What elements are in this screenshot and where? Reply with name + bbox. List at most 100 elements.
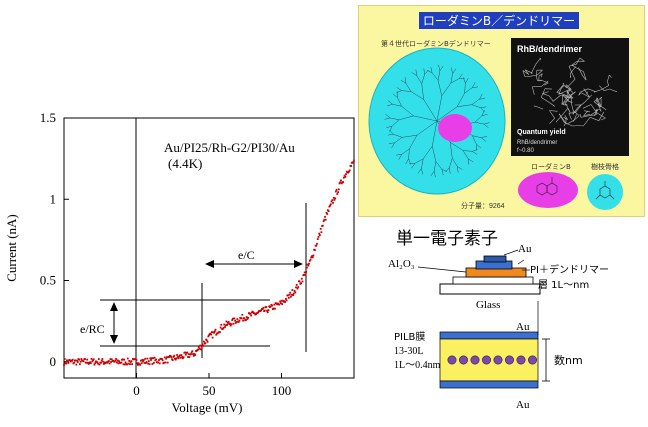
upper-au-electrode xyxy=(440,332,538,339)
data-point xyxy=(200,349,202,351)
pilb-label: PILB膜 xyxy=(394,331,425,343)
data-point xyxy=(202,345,204,347)
data-point xyxy=(75,364,77,366)
data-point xyxy=(241,314,243,316)
data-point xyxy=(165,362,167,364)
data-point xyxy=(289,294,291,296)
data-point xyxy=(337,191,339,193)
data-point xyxy=(108,360,110,362)
data-point xyxy=(159,363,161,365)
data-point xyxy=(205,342,207,344)
data-point xyxy=(353,160,355,162)
data-point xyxy=(146,361,148,363)
data-point xyxy=(224,326,226,328)
data-point xyxy=(99,364,101,366)
data-point xyxy=(154,357,156,359)
data-point xyxy=(149,363,151,365)
data-point xyxy=(131,363,133,365)
data-point xyxy=(191,350,193,352)
data-point xyxy=(64,358,66,360)
molecular-weight-label: 分子量： xyxy=(461,201,489,210)
data-point xyxy=(90,362,92,364)
annotation-ec: e/C xyxy=(238,248,255,262)
data-point xyxy=(268,309,270,311)
data-point xyxy=(312,256,314,258)
data-point xyxy=(316,243,318,245)
data-point xyxy=(207,341,209,343)
data-point xyxy=(83,360,85,362)
data-point xyxy=(77,361,79,363)
data-point xyxy=(324,216,326,218)
top-electrode xyxy=(484,256,506,262)
data-point xyxy=(301,278,303,280)
y-tick-label: 1 xyxy=(50,191,57,206)
data-point xyxy=(250,315,252,317)
data-point xyxy=(162,359,164,361)
data-point xyxy=(288,297,290,299)
data-point xyxy=(286,300,288,302)
data-point xyxy=(172,359,174,361)
data-point xyxy=(349,170,351,172)
data-point xyxy=(78,359,80,361)
au-mid-label: Au xyxy=(516,321,530,333)
data-point xyxy=(72,359,74,361)
data-point xyxy=(302,281,304,283)
data-point xyxy=(219,331,221,333)
dendrimer-dot xyxy=(494,356,502,364)
pilb-thickness: 1L～0.4nm xyxy=(394,360,441,371)
data-point xyxy=(231,323,233,325)
data-point xyxy=(263,307,265,309)
data-point xyxy=(344,176,346,178)
data-point xyxy=(147,358,149,360)
data-point xyxy=(342,181,344,183)
plot-frame xyxy=(64,118,354,378)
data-point xyxy=(265,306,267,308)
layer-label: 層 1L～nm xyxy=(538,279,589,291)
data-point xyxy=(315,245,317,247)
x-tick-label: 50 xyxy=(203,383,216,398)
x-tick-label: 100 xyxy=(272,383,292,398)
data-point xyxy=(285,298,287,300)
data-point xyxy=(176,354,178,356)
data-point xyxy=(98,358,100,360)
core-legend-circle xyxy=(587,174,623,210)
dendrimer-dot xyxy=(448,356,456,364)
data-point xyxy=(328,210,330,212)
data-point xyxy=(294,290,296,292)
data-point xyxy=(318,233,320,235)
dendrimer-dot xyxy=(459,356,467,364)
quantum-yield-value2: f~0.80 xyxy=(517,148,535,154)
data-point xyxy=(334,198,336,200)
data-point xyxy=(340,180,342,182)
data-point xyxy=(139,364,141,366)
y-tick-label: 0.5 xyxy=(40,273,56,288)
data-point xyxy=(150,359,152,361)
data-point xyxy=(212,337,214,339)
data-point xyxy=(289,292,291,294)
data-point xyxy=(100,362,102,364)
data-point xyxy=(228,321,230,323)
data-point xyxy=(67,362,69,364)
data-point xyxy=(115,360,117,362)
data-point xyxy=(319,234,321,236)
erc-arrow-top-head xyxy=(110,302,118,311)
data-point xyxy=(331,199,333,201)
data-point xyxy=(102,358,104,360)
data-point xyxy=(210,334,212,336)
data-point xyxy=(144,358,146,360)
data-point xyxy=(203,341,205,343)
ec-arrow-left-head xyxy=(205,260,214,268)
data-point xyxy=(136,359,138,361)
data-point xyxy=(330,203,332,205)
data-point xyxy=(274,308,276,310)
data-point xyxy=(189,356,191,358)
data-point xyxy=(247,317,249,319)
data-point xyxy=(296,284,298,286)
data-point xyxy=(178,357,180,359)
data-point xyxy=(79,363,81,365)
data-point xyxy=(267,311,269,313)
data-point xyxy=(214,331,216,333)
dendrimer-dot xyxy=(471,356,479,364)
data-point xyxy=(326,213,328,215)
data-point xyxy=(264,310,266,312)
